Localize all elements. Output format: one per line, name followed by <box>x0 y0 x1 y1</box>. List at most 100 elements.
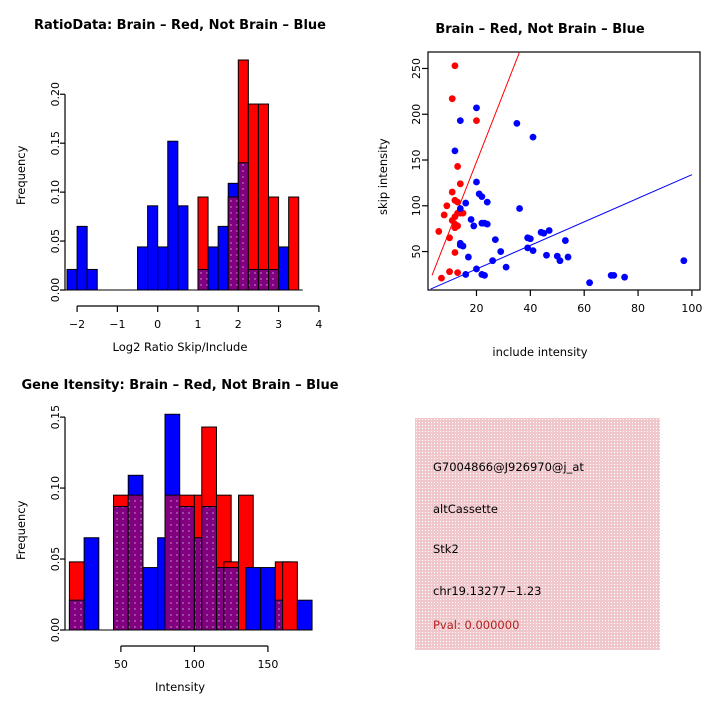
event-type-text: altCassette <box>433 502 498 516</box>
scatter-point <box>491 236 499 244</box>
svg-text:50: 50 <box>114 658 128 671</box>
histogram-bar-overlap <box>201 506 217 631</box>
histogram-bar-overlap <box>268 268 280 291</box>
svg-text:0.00: 0.00 <box>49 278 62 303</box>
histogram-bar-overlap <box>179 506 195 631</box>
ratio-histogram-title: RatioData: Brain – Red, Not Brain – Blue <box>34 18 326 33</box>
scatter-point <box>473 178 480 186</box>
svg-text:4: 4 <box>315 318 322 331</box>
scatter-point <box>451 249 459 256</box>
svg-text:2: 2 <box>235 318 242 331</box>
svg-text:50: 50 <box>410 245 423 259</box>
svg-text:3: 3 <box>275 318 282 331</box>
histogram-bar <box>278 246 290 291</box>
svg-text:40: 40 <box>523 302 537 315</box>
histogram-bar <box>288 196 300 291</box>
pval-text: Pval: 0.000000 <box>433 618 520 632</box>
histogram-bar-overlap <box>113 506 129 631</box>
scatter-title: Brain – Red, Not Brain – Blue <box>435 22 645 37</box>
svg-text:150: 150 <box>257 658 278 671</box>
scatter-point <box>443 202 451 210</box>
svg-text:0.15: 0.15 <box>49 131 62 156</box>
histogram-bar <box>142 567 159 631</box>
svg-text:150: 150 <box>410 150 423 171</box>
scatter-point <box>540 229 548 237</box>
histogram-bar-overlap <box>227 196 239 291</box>
gene-y-axis-title: Frequency <box>14 500 28 560</box>
histogram-bar <box>137 246 149 291</box>
scatter-point <box>454 198 462 206</box>
histogram-bar <box>260 567 276 631</box>
histogram-bar-overlap <box>247 268 259 291</box>
ratio-x-axis-title: Log2 Ratio Skip/Include <box>112 340 248 354</box>
svg-text:1: 1 <box>194 318 201 331</box>
svg-text:0.05: 0.05 <box>49 229 62 254</box>
histogram-bar <box>282 561 298 631</box>
scatter-point <box>481 271 488 279</box>
scatter-point <box>610 271 618 279</box>
scatter-point <box>446 268 453 276</box>
probe-id-text: G7004866@J926970@j_at <box>433 460 584 474</box>
svg-text:80: 80 <box>631 302 645 315</box>
histogram-bar <box>245 567 262 631</box>
svg-text:250: 250 <box>410 58 423 79</box>
scatter-point <box>497 248 505 255</box>
probe-info-box: G7004866@J926970@j_at altCassette Stk2 c… <box>415 418 660 650</box>
scatter-point <box>459 242 467 250</box>
histogram-bar <box>296 599 313 631</box>
svg-text:20: 20 <box>469 302 483 315</box>
scatter-point <box>621 273 628 281</box>
scatter-point <box>556 257 564 265</box>
scatter-x-axis-title: include intensity <box>492 345 588 359</box>
svg-text:0.20: 0.20 <box>49 82 62 107</box>
scatter-point <box>454 269 462 277</box>
scatter-point <box>473 265 480 273</box>
scatter-point <box>516 205 523 212</box>
scatter-point <box>502 263 510 271</box>
scatter-point <box>451 62 459 70</box>
svg-text:0.05: 0.05 <box>49 547 62 572</box>
gene-symbol-text: Stk2 <box>433 542 459 556</box>
histogram-bar <box>83 537 100 631</box>
scatter-point <box>483 198 491 206</box>
scatter-point <box>473 104 480 112</box>
histogram-bar <box>157 246 169 291</box>
histogram-bar <box>247 103 259 291</box>
scatter-point <box>456 117 464 125</box>
scatter-point <box>462 271 470 278</box>
svg-text:0.15: 0.15 <box>49 405 62 430</box>
svg-text:−1: −1 <box>109 318 125 331</box>
histogram-bar <box>66 268 78 291</box>
svg-text:0.00: 0.00 <box>49 618 62 643</box>
scatter-point <box>526 235 534 243</box>
gene-x-axis-title: Intensity <box>154 680 206 694</box>
svg-text:200: 200 <box>410 104 423 125</box>
probe-info-panel: G7004866@J926970@j_at altCassette Stk2 c… <box>360 360 720 720</box>
scatter-point <box>435 228 443 235</box>
scatter-point <box>489 257 497 265</box>
scatter-point <box>513 120 521 127</box>
scatter-point <box>440 211 448 219</box>
scatter-point <box>462 199 470 207</box>
scatter-point <box>561 237 569 244</box>
scatter-point <box>529 247 537 255</box>
scatter-point <box>438 274 445 282</box>
svg-text:−2: −2 <box>69 318 85 331</box>
svg-text:0: 0 <box>154 318 161 331</box>
scatter-point <box>483 220 491 228</box>
histogram-bar <box>76 225 88 291</box>
histogram-bar-overlap <box>127 494 144 631</box>
locus-text: chr19.13277−1.23 <box>433 584 542 598</box>
scatter-point <box>478 193 486 201</box>
histogram-bar-overlap <box>223 567 240 631</box>
gene-histogram-title: Gene Itensity: Brain – Red, Not Brain – … <box>21 378 339 393</box>
scatter-point <box>470 222 478 230</box>
scatter-point <box>451 224 459 232</box>
svg-text:0.10: 0.10 <box>49 476 62 501</box>
histogram-bar-overlap <box>257 268 270 291</box>
histogram-bar <box>177 205 189 291</box>
scatter-point <box>451 147 459 155</box>
gene-histogram-canvas: 0.00 0.05 0.10 0.15 50 100 150 <box>49 405 313 671</box>
scatter-point <box>545 227 553 234</box>
histogram-bar <box>257 103 270 291</box>
